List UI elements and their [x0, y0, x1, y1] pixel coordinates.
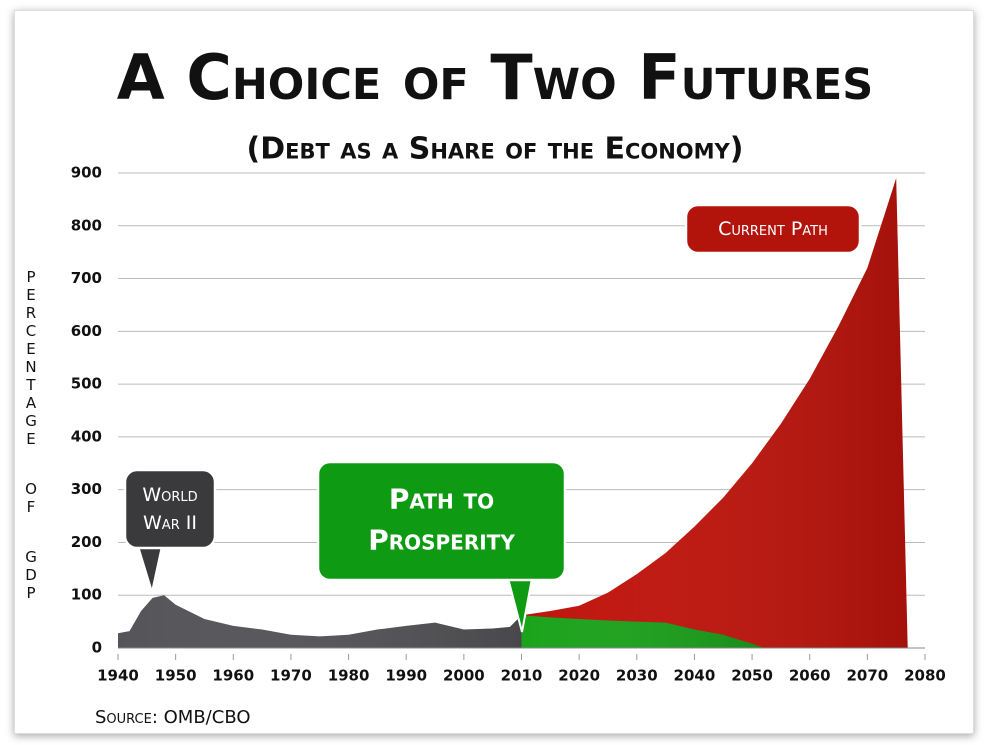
- y-tick-label: 900: [71, 164, 102, 182]
- callout: World War II: [123, 468, 217, 596]
- callout: Current Path: [684, 203, 862, 255]
- area-shade: [521, 178, 908, 648]
- x-tick-label: 2080: [904, 667, 946, 685]
- legend-label: Path to Prosperity: [368, 483, 515, 557]
- y-tick-label: 100: [71, 586, 102, 604]
- y-tick-label: 300: [71, 480, 102, 498]
- callout-box: [684, 203, 862, 255]
- area-shade: [521, 615, 764, 648]
- y-tick-label: 0: [92, 639, 102, 657]
- x-tick-label: 1950: [155, 667, 197, 685]
- chart-title: A Choice of Two Futures: [117, 41, 873, 114]
- callout: Path to Prosperity: [316, 460, 567, 633]
- x-tick-label: 1940: [97, 667, 139, 685]
- callout-pointer: [136, 545, 164, 596]
- x-tick-label: 2070: [846, 667, 888, 685]
- y-tick-label: 800: [71, 216, 102, 234]
- callout-box: [316, 460, 567, 582]
- x-tick-label: 1980: [328, 667, 370, 685]
- y-tick-label: 200: [71, 533, 102, 551]
- legend-label: Current Path: [718, 218, 828, 240]
- source-note: Source: OMB/CBO: [95, 707, 251, 728]
- x-tick-label: 1960: [212, 667, 254, 685]
- x-tick-label: 2020: [558, 667, 600, 685]
- y-tick-label: 600: [71, 322, 102, 340]
- x-tick-label: 2010: [501, 667, 543, 685]
- callout-box: [123, 468, 217, 550]
- x-tick-label: 2060: [789, 667, 831, 685]
- x-tick-label: 1990: [385, 667, 427, 685]
- chart-subtitle: (Debt as a Share of the Economy): [247, 132, 744, 167]
- x-tick-label: 1970: [270, 667, 312, 685]
- y-tick-label: 400: [71, 427, 102, 445]
- x-tick-label: 2000: [443, 667, 485, 685]
- legend-label: World War II: [142, 484, 197, 534]
- y-tick-label: 500: [71, 375, 102, 393]
- x-tick-label: 2050: [731, 667, 773, 685]
- y-axis-label: Percentage of GDP: [22, 268, 40, 602]
- x-tick-label: 2040: [674, 667, 716, 685]
- y-tick-label: 700: [71, 269, 102, 287]
- area-shade: [118, 595, 522, 648]
- x-tick-label: 2030: [616, 667, 658, 685]
